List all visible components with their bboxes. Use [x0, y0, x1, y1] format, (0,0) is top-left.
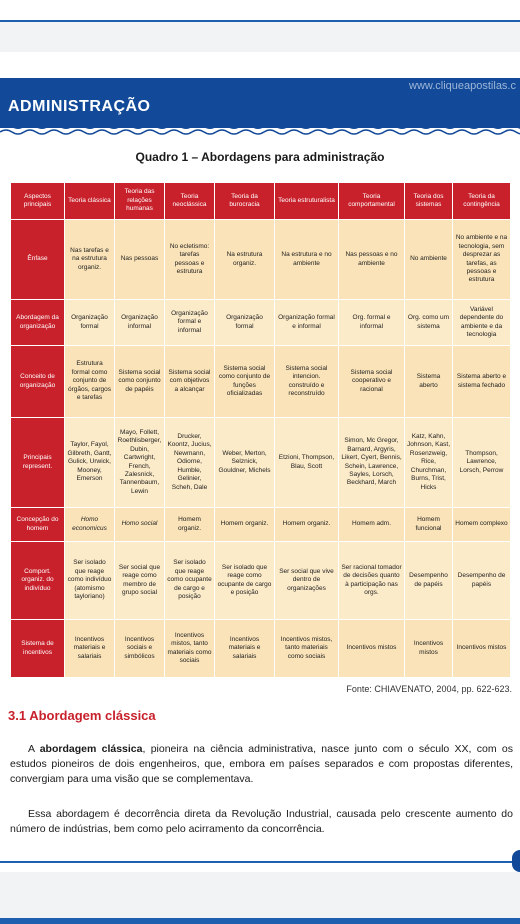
table-cell: Homo economicus	[64, 507, 115, 542]
table-cell: Organização informal	[114, 299, 165, 346]
col-header: Teoria da burocracia	[214, 182, 275, 220]
table-cell: Organização formal	[214, 299, 275, 346]
table-row: Ênfase Nas tarefas e na estrutura organi…	[10, 219, 511, 300]
footer-band	[0, 918, 520, 924]
table-row: Abordagem da organização Organização for…	[10, 299, 511, 346]
table-cell: Weber, Merton, Selznick, Gouldner, Miche…	[214, 417, 275, 508]
table-cell: Incentivos mistos	[338, 619, 405, 678]
table-cell: Thompson, Lawrence, Lorsch, Perrow	[452, 417, 511, 508]
paragraph-bold-term: abordagem clássica	[39, 743, 143, 755]
row-header: Principais represent.	[10, 417, 65, 508]
table-cell: Incentivos materiais e salariais	[64, 619, 115, 678]
table-cell: Sistema social com objetivos a alcançar	[164, 345, 215, 418]
table-cell: Ser social que reage como membro de grup…	[114, 541, 165, 620]
table-cell: Incentivos mistos, tanto materiais como …	[274, 619, 339, 678]
table-cell: No ecletismo: tarefas pessoas e estrutur…	[164, 219, 215, 300]
col-header: Teoria estruturalista	[274, 182, 339, 220]
table-cell: Variável dependente do ambiente e da tec…	[452, 299, 511, 346]
col-header: Teoria neoclássica	[164, 182, 215, 220]
table-cell: Incentivos mistos	[452, 619, 511, 678]
col-header: Teoria das relações humanas	[114, 182, 165, 220]
table-cell: Sistema aberto	[404, 345, 453, 418]
table-cell: Homem complexo	[452, 507, 511, 542]
paragraph-rest: , pioneira na ciência administrativa, na…	[10, 743, 513, 785]
col-header: Teoria comportamental	[338, 182, 405, 220]
table-cell: Ser isolado que reage como ocupante de c…	[164, 541, 215, 620]
bottom-rule	[0, 861, 520, 863]
table-cell: Organização formal e informal	[274, 299, 339, 346]
table-row: Sistema de incentivos Incentivos materia…	[10, 619, 511, 678]
section-header: www.cliqueapostilas.c ADMINISTRAÇÃO	[0, 78, 520, 128]
table-cell: Ser isolado que reage como ocupante de c…	[214, 541, 275, 620]
table-cell: No ambiente e na tecnologia, sem desprez…	[452, 219, 511, 300]
table-cell: Desempenho de papéis	[452, 541, 511, 620]
table-cell: Ser isolado que reage como indivíduo (at…	[64, 541, 115, 620]
paragraph: A abordagem clássica, pioneira na ciênci…	[10, 742, 513, 787]
table-cell: Homem funcional	[404, 507, 453, 542]
row-header: Conceito de organização	[10, 345, 65, 418]
top-bar	[0, 0, 520, 22]
table-cell: Nas pessoas	[114, 219, 165, 300]
site-url[interactable]: www.cliqueapostilas.c	[409, 80, 516, 92]
paragraph: Essa abordagem é decorrência direta da R…	[10, 808, 513, 835]
table-cell: Homem organiz.	[164, 507, 215, 542]
row-header: Abordagem da organização	[10, 299, 65, 346]
table-cell: Organização formal	[64, 299, 115, 346]
table-cell: Nas tarefas e na estrutura organiz.	[64, 219, 115, 300]
table-cell: Estrutura formal como conjunto de órgãos…	[64, 345, 115, 418]
col-header: Aspectos principais	[10, 182, 65, 220]
table-cell: Homem organiz.	[214, 507, 275, 542]
table-cell: Homem organiz.	[274, 507, 339, 542]
table-cell: Katz, Kahn, Johnson, Kast, Rosenzweig, R…	[404, 417, 453, 508]
table-cell: No ambiente	[404, 219, 453, 300]
table-cell: Na estrutura e no ambiente	[274, 219, 339, 300]
table-row: Concepção do homem Homo economicus Homo …	[10, 507, 511, 542]
table-cell: Sistema social como conjunto de papéis	[114, 345, 165, 418]
table-cell: Nas pessoas e no ambiente	[338, 219, 405, 300]
table-cell: Etzioni, Thompson, Blau, Scott	[274, 417, 339, 508]
table-cell: Sistema aberto e sistema fechado	[452, 345, 511, 418]
table-cell: Taylor, Fayol, Gilbreth, Gantt, Gulick, …	[64, 417, 115, 508]
table-row: Comport. organiz. do indivíduo Ser isola…	[10, 541, 511, 620]
source-citation: Fonte: CHIAVENATO, 2004, pp. 622-623.	[346, 684, 512, 694]
table-cell: Incentivos materiais e salariais	[214, 619, 275, 678]
table-row: Principais represent. Taylor, Fayol, Gil…	[10, 417, 511, 508]
table-cell: Ser racional tomador de decisões quanto …	[338, 541, 405, 620]
row-header: Concepção do homem	[10, 507, 65, 542]
abordagens-table: Aspectos principais Teoria clássica Teor…	[10, 182, 511, 678]
table-cell: Incentivos mistos	[404, 619, 453, 678]
table-cell: Desempenho de papéis	[404, 541, 453, 620]
table-cell: Org. como um sistema	[404, 299, 453, 346]
col-header: Teoria dos sistemas	[404, 182, 453, 220]
table-cell: Incentivos mistos, tanto materiais como …	[164, 619, 215, 678]
section-title: 3.1 Abordagem clássica	[8, 708, 156, 723]
row-header: Ênfase	[10, 219, 65, 300]
table-cell: Mayo, Follett, Roethlisberger, Dubin, Ca…	[114, 417, 165, 508]
table-cell: Simon, Mc Gregor, Barnard, Argyris, Like…	[338, 417, 405, 508]
table-cell: Homem adm.	[338, 507, 405, 542]
table-header-row: Aspectos principais Teoria clássica Teor…	[10, 182, 511, 220]
col-header: Teoria da contingência	[452, 182, 511, 220]
col-header: Teoria clássica	[64, 182, 115, 220]
document-page: www.cliqueapostilas.c ADMINISTRAÇÃO Quad…	[0, 52, 520, 872]
row-header: Comport. organiz. do indivíduo	[10, 541, 65, 620]
table-cell: Na estrutura organiz.	[214, 219, 275, 300]
table-cell: Organização formal e informal	[164, 299, 215, 346]
table-cell: Homo social	[114, 507, 165, 542]
table-title: Quadro 1 – Abordagens para administração	[135, 150, 385, 164]
row-header: Sistema de incentivos	[10, 619, 65, 678]
table-cell: Incentivos sociais e simbólicos	[114, 619, 165, 678]
paragraph-lead: A	[28, 743, 40, 755]
page-tab-marker	[512, 850, 520, 872]
section-label: ADMINISTRAÇÃO	[8, 98, 151, 115]
table-cell: Sistema social cooperativo e racional	[338, 345, 405, 418]
table-row: Conceito de organização Estrutura formal…	[10, 345, 511, 418]
table-cell: Ser social que vive dentro de organizaçõ…	[274, 541, 339, 620]
decorative-wave	[0, 123, 520, 135]
table-cell: Drucker, Koontz, Jucius, Newmann, Odiorn…	[164, 417, 215, 508]
table-cell: Sistema social como conjunto de funções …	[214, 345, 275, 418]
table-cell: Org. formal e informal	[338, 299, 405, 346]
table-cell: Sistema social intencion. construído e r…	[274, 345, 339, 418]
